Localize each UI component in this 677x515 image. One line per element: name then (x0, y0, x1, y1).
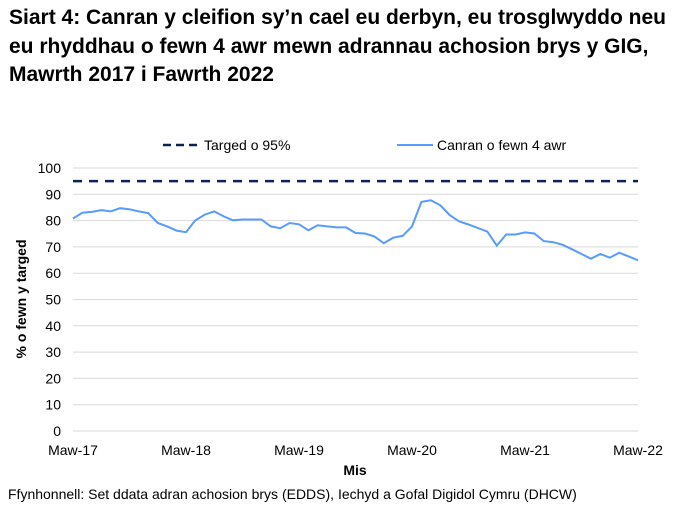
y-tick-label: 80 (45, 213, 61, 229)
gridlines (73, 167, 638, 406)
chart-title: Siart 4: Canran y cleifion sy’n cael eu … (9, 6, 666, 86)
x-tick-label: Maw-22 (613, 442, 663, 458)
legend: Targed o 95% Canran o fewn 4 awr (163, 137, 567, 153)
y-axis-ticks: 0 10 20 30 40 50 60 70 80 90 100 (38, 160, 62, 439)
legend-target-label: Targed o 95% (204, 137, 290, 153)
y-tick-label: 40 (45, 318, 61, 334)
y-tick-label: 60 (45, 265, 61, 281)
y-tick-label: 90 (45, 186, 61, 202)
x-tick-label: Maw-19 (274, 442, 324, 458)
x-tick-label: Maw-20 (387, 442, 437, 458)
series-line-4hr (72, 199, 639, 262)
y-tick-label: 100 (38, 160, 62, 176)
y-tick-label: 10 (45, 397, 61, 413)
x-tick-label: Maw-21 (500, 442, 550, 458)
source-note: Ffynhonnell: Set ddata adran achosion br… (8, 486, 577, 502)
y-tick-label: 70 (45, 239, 61, 255)
legend-series-label: Canran o fewn 4 awr (437, 137, 567, 153)
y-tick-label: 20 (45, 370, 61, 386)
x-tick-label: Maw-18 (161, 442, 211, 458)
x-tick-label: Maw-17 (48, 442, 98, 458)
y-tick-label: 0 (53, 423, 61, 439)
x-axis-label: Mis (343, 462, 367, 478)
y-axis-label: % o fewn y targed (13, 239, 29, 358)
x-axis-ticks: Maw-17 Maw-18 Maw-19 Maw-20 Maw-21 Maw-22 (48, 442, 663, 458)
y-tick-label: 30 (45, 344, 61, 360)
y-tick-label: 50 (45, 292, 61, 308)
